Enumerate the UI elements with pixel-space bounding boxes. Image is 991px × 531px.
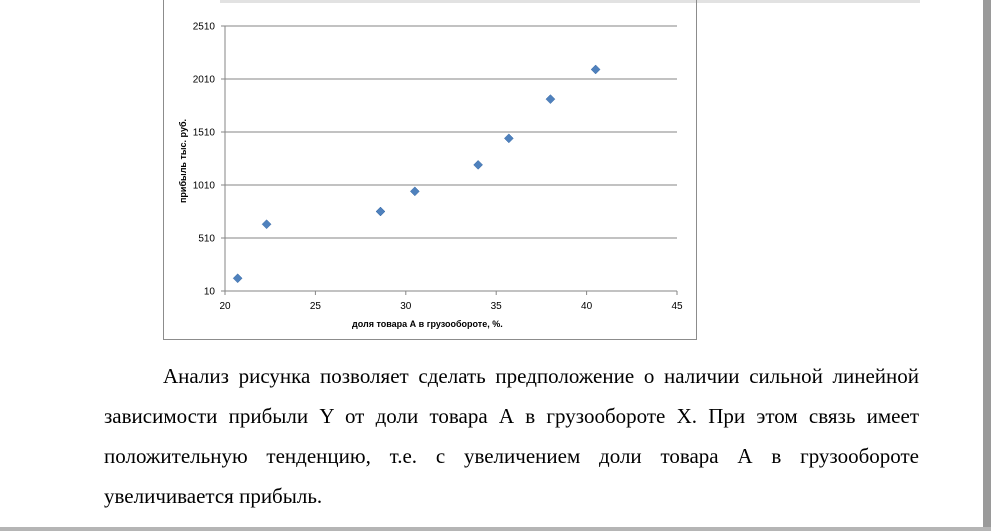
data-point — [473, 160, 483, 170]
page-bottom-edge — [0, 527, 991, 531]
x-tick-label: 30 — [400, 301, 412, 312]
y-tick-label: 1510 — [193, 128, 216, 139]
axes — [221, 25, 678, 295]
page-edge — [983, 0, 991, 531]
x-tick-label: 40 — [581, 301, 593, 312]
x-tick-labels: 20 25 30 35 40 45 — [219, 301, 683, 312]
cropped-text-line — [220, 0, 920, 3]
y-tick-label: 510 — [198, 234, 215, 245]
y-tick-label: 2010 — [193, 75, 216, 86]
gridlines — [225, 25, 677, 292]
y-tick-labels: 10 510 1010 1510 2010 2510 — [193, 22, 216, 298]
x-tick-label: 25 — [310, 301, 322, 312]
data-points — [232, 64, 601, 284]
x-tick-label: 45 — [671, 301, 683, 312]
data-point — [261, 219, 272, 230]
data-point — [409, 186, 420, 197]
data-point — [545, 94, 556, 104]
y-tick-label: 1010 — [193, 181, 216, 192]
x-tick-label: 20 — [219, 301, 231, 312]
analysis-paragraph: Анализ рисунка позволяет сделать предпол… — [104, 364, 919, 508]
data-point — [590, 64, 601, 75]
chart-frame — [163, 0, 697, 340]
x-axis-label: доля товара А в грузообороте, %. — [352, 319, 503, 329]
data-point — [504, 133, 514, 144]
data-point — [375, 206, 386, 217]
y-tick-label: 2510 — [193, 22, 216, 33]
data-point — [232, 273, 243, 284]
y-tick-label: 10 — [204, 287, 216, 298]
y-axis-label: прибыль тыс. руб. — [178, 119, 188, 203]
scatter-chart: 10 510 1010 1510 2010 2510 20 25 30 35 40 45 доля … — [178, 22, 683, 330]
x-tick-label: 35 — [491, 301, 503, 312]
